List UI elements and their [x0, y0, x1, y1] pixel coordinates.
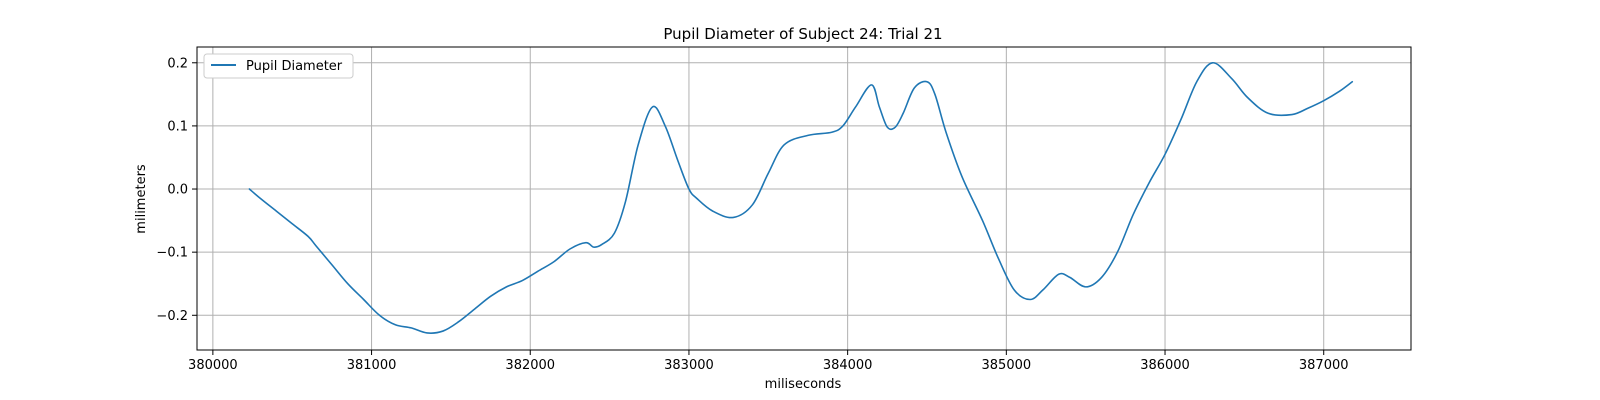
y-axis-label: milimeters	[134, 164, 149, 234]
legend: Pupil Diameter	[203, 53, 354, 79]
y-axis: −0.2 −0.1 0.0 0.1 0.2	[156, 56, 197, 324]
y-tick-label: 0.2	[167, 56, 188, 71]
x-tick-label: 386000	[1140, 358, 1190, 373]
x-tick-label: 381000	[347, 358, 397, 373]
x-tick-label: 382000	[505, 358, 555, 373]
y-tick-label: 0.0	[167, 183, 188, 198]
y-tick-label: −0.1	[156, 246, 188, 261]
plot-frame	[196, 46, 1412, 351]
chart-title: Pupil Diameter of Subject 24: Trial 21	[663, 25, 942, 43]
x-tick-label: 380000	[188, 358, 238, 373]
grid	[197, 47, 1411, 350]
y-tick-label: 0.1	[167, 119, 188, 134]
x-tick-label: 384000	[823, 358, 873, 373]
x-axis: 380000 381000 382000 383000 384000 385000 3860…	[188, 350, 1349, 373]
legend-label: Pupil Diameter	[246, 59, 343, 74]
legend-box	[203, 53, 354, 79]
x-tick-label: 387000	[1299, 358, 1349, 373]
y-tick-label: −0.2	[156, 309, 188, 324]
x-tick-label: 383000	[664, 358, 714, 373]
series-layer	[248, 61, 1354, 334]
x-axis-label: miliseconds	[765, 377, 842, 392]
series-line-pupil-diameter	[248, 61, 1354, 334]
x-tick-label: 385000	[982, 358, 1032, 373]
